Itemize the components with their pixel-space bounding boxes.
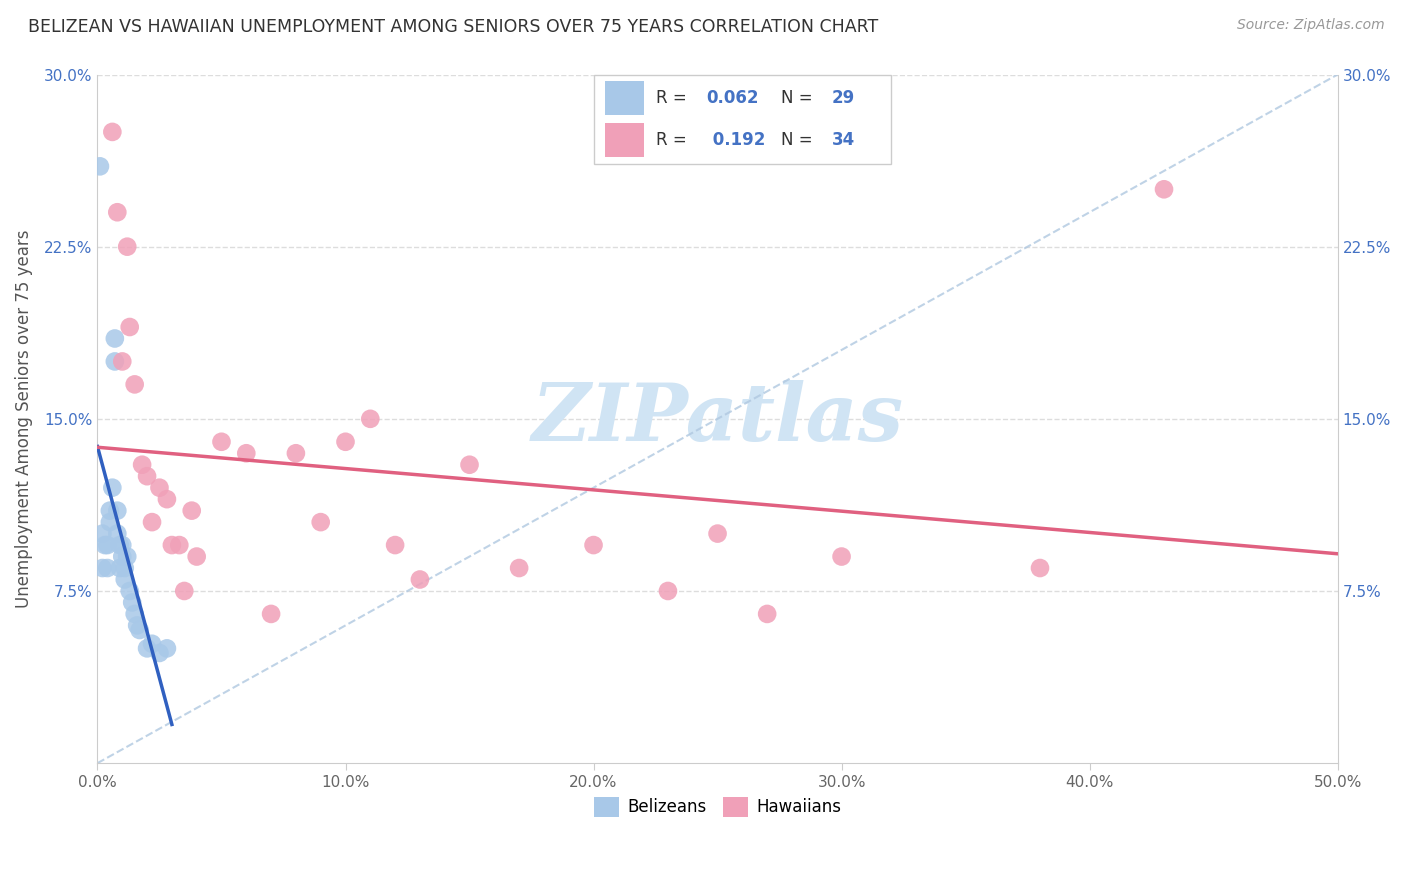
Point [96,538,118,552]
Point [118,320,141,334]
Point [115,240,138,254]
Point [131,458,153,472]
Point [111,549,134,564]
Point [127,618,149,632]
Point [118,584,141,599]
Point [91,526,114,541]
Point [284,446,307,460]
Point [1029,561,1052,575]
Legend: Belizeans, Hawaiians: Belizeans, Hawaiians [588,790,848,823]
Point [180,503,202,517]
Point [211,434,233,449]
Point [148,646,170,660]
Point [156,492,179,507]
Point [105,503,128,517]
Point [96,561,118,575]
Point [235,446,257,460]
Point [105,205,128,219]
Point [173,584,195,599]
Point [156,641,179,656]
Point [136,641,159,656]
Point [89,159,111,173]
Text: ZIPatlas: ZIPatlas [531,380,904,458]
Point [409,573,432,587]
Point [141,637,163,651]
Point [359,412,381,426]
Point [101,125,124,139]
Point [105,526,128,541]
Point [98,515,121,529]
Point [508,561,530,575]
Point [121,595,143,609]
Point [124,607,146,621]
Text: BELIZEAN VS HAWAIIAN UNEMPLOYMENT AMONG SENIORS OVER 75 YEARS CORRELATION CHART: BELIZEAN VS HAWAIIAN UNEMPLOYMENT AMONG … [28,18,879,36]
Point [104,331,127,345]
Point [1153,182,1175,196]
Point [582,538,605,552]
Point [128,623,150,637]
Point [706,526,728,541]
Point [136,469,159,483]
Point [108,561,131,575]
Point [115,549,138,564]
Text: Source: ZipAtlas.com: Source: ZipAtlas.com [1237,18,1385,32]
Point [104,354,127,368]
Point [124,377,146,392]
Point [309,515,332,529]
Point [260,607,283,621]
Point [111,538,134,552]
Point [169,538,191,552]
Point [384,538,406,552]
Point [148,481,170,495]
Point [114,561,136,575]
Point [91,561,114,575]
Point [98,503,121,517]
Point [160,538,183,552]
Point [756,607,779,621]
Y-axis label: Unemployment Among Seniors over 75 years: Unemployment Among Seniors over 75 years [15,229,32,608]
Point [101,481,124,495]
Point [831,549,853,564]
Point [458,458,481,472]
Point [186,549,208,564]
Point [335,434,357,449]
Point [94,538,117,552]
Point [108,538,131,552]
Point [141,515,163,529]
Point [111,354,134,368]
Point [657,584,679,599]
Point [114,573,136,587]
